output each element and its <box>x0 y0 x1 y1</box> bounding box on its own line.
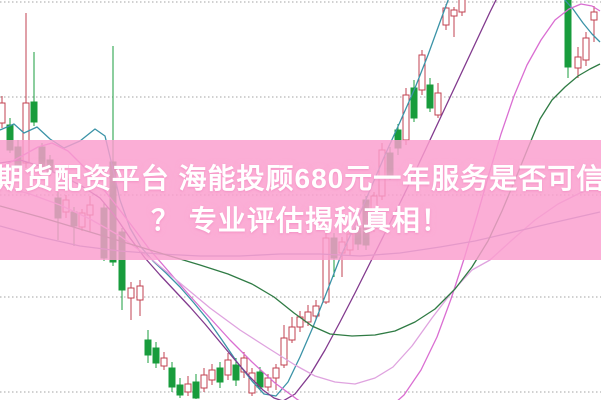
up-candle-body <box>248 372 256 394</box>
up-candle-body <box>590 11 598 21</box>
up-candle-body <box>0 102 6 124</box>
down-candle-body <box>216 367 224 383</box>
up-candle-body <box>458 0 466 13</box>
up-candle-body <box>272 367 280 379</box>
up-candle-body <box>200 374 208 389</box>
down-candle-body <box>426 84 434 109</box>
up-candle-body <box>418 54 426 91</box>
down-candle-body <box>168 367 176 388</box>
up-candle-body <box>280 337 288 366</box>
up-candle-body <box>264 377 272 388</box>
down-candle-body <box>410 87 418 119</box>
up-candle-body <box>450 9 458 17</box>
headline-line-1: 期货配资平台 海能投顾680元一年服务是否可信 <box>0 163 601 194</box>
up-candle-body <box>582 37 590 61</box>
down-candle-body <box>30 101 38 123</box>
up-candle-body <box>574 56 582 69</box>
down-candle-body <box>144 339 152 356</box>
headline-line-2: ？ 专业评估揭秘真相！ <box>151 205 450 236</box>
down-candle-body <box>192 381 200 399</box>
up-candle-body <box>288 326 296 341</box>
up-candle-body <box>208 369 216 381</box>
headline-banner: 期货配资平台 海能投顾680元一年服务是否可信 ？ 专业评估揭秘真相！ <box>0 140 601 260</box>
up-candle-body <box>224 359 232 376</box>
up-candle-body <box>184 383 192 393</box>
down-candle-body <box>564 0 572 68</box>
up-candle-body <box>304 311 312 323</box>
up-candle-body <box>442 7 450 26</box>
up-candle-body <box>160 357 168 367</box>
ma-green <box>0 63 601 337</box>
up-candle-body <box>240 357 248 373</box>
up-candle-body <box>127 287 135 299</box>
down-candle-body <box>152 347 160 364</box>
up-candle-body <box>136 285 144 301</box>
up-candle-body <box>402 94 410 141</box>
down-candle-body <box>176 384 184 396</box>
down-candle-body <box>232 364 240 381</box>
up-candle-body <box>434 92 442 116</box>
